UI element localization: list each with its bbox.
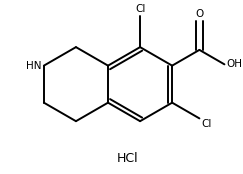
Text: HN: HN bbox=[26, 61, 41, 71]
Text: OH: OH bbox=[226, 59, 242, 69]
Text: HCl: HCl bbox=[117, 152, 139, 165]
Text: O: O bbox=[195, 9, 204, 19]
Text: Cl: Cl bbox=[135, 4, 145, 14]
Text: Cl: Cl bbox=[201, 119, 211, 129]
